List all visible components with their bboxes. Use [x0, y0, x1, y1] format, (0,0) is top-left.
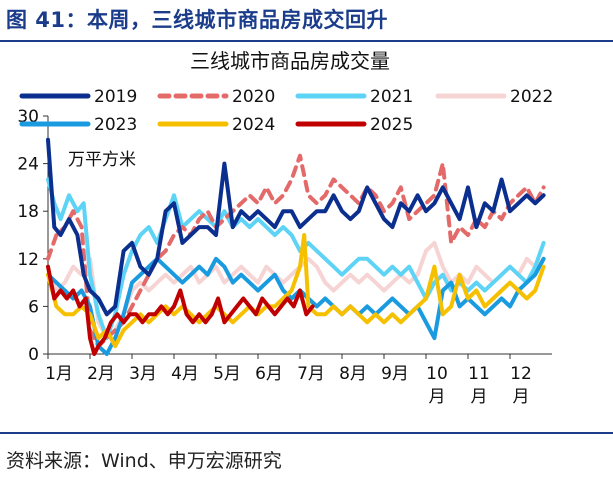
- legend-label-2025: 2025: [370, 115, 413, 135]
- y-tick-label: 24: [17, 155, 39, 175]
- x-tick-label: 1月: [45, 364, 73, 384]
- legend-label-2020: 2020: [232, 87, 275, 107]
- x-tick-label: 4月: [171, 364, 199, 384]
- legend: 2019 2020 2021 2022 2023 2024 2025: [19, 87, 553, 135]
- x-tick-label: 10 月: [426, 364, 448, 407]
- x-tick-label: 8月: [339, 364, 367, 384]
- x-tick-label: 11 月: [468, 364, 490, 407]
- series-line-2019: [46, 137, 546, 317]
- x-tick-label: 6月: [255, 364, 283, 384]
- figure-title: 图 41：本周，三线城市商品房成交回升: [6, 8, 389, 32]
- bottom-divider: [0, 432, 613, 434]
- series-line-2025: [46, 264, 315, 356]
- series-layer: [46, 137, 546, 356]
- legend-label-2021: 2021: [370, 87, 413, 107]
- x-tick-label: 3月: [129, 364, 157, 384]
- y-tick-label: 0: [28, 345, 39, 365]
- top-divider: [0, 40, 613, 42]
- y-unit-label: 万平方米: [68, 150, 136, 170]
- x-tick-label: 9月: [381, 364, 409, 384]
- legend-label-2023: 2023: [94, 115, 137, 135]
- y-tick-label: 12: [17, 250, 39, 270]
- x-tick-label: 5月: [213, 364, 241, 384]
- x-tick-label: 7月: [297, 364, 325, 384]
- x-tick-label: 12 月: [510, 364, 532, 407]
- series-line-2024: [46, 233, 546, 349]
- y-tick-label: 6: [28, 297, 39, 317]
- legend-label-2024: 2024: [232, 115, 275, 135]
- series-line-2020: [46, 153, 546, 349]
- legend-label-2019: 2019: [94, 87, 137, 107]
- y-tick-label: 18: [17, 202, 39, 222]
- series-line-2021: [46, 177, 546, 341]
- legend-label-2022: 2022: [510, 87, 553, 107]
- series-line-2023: [46, 256, 546, 356]
- chart-title: 三线城市商品房成交量: [190, 49, 390, 73]
- source-note: 资料来源：Wind、申万宏源研究: [6, 450, 282, 472]
- x-tick-label: 2月: [87, 364, 115, 384]
